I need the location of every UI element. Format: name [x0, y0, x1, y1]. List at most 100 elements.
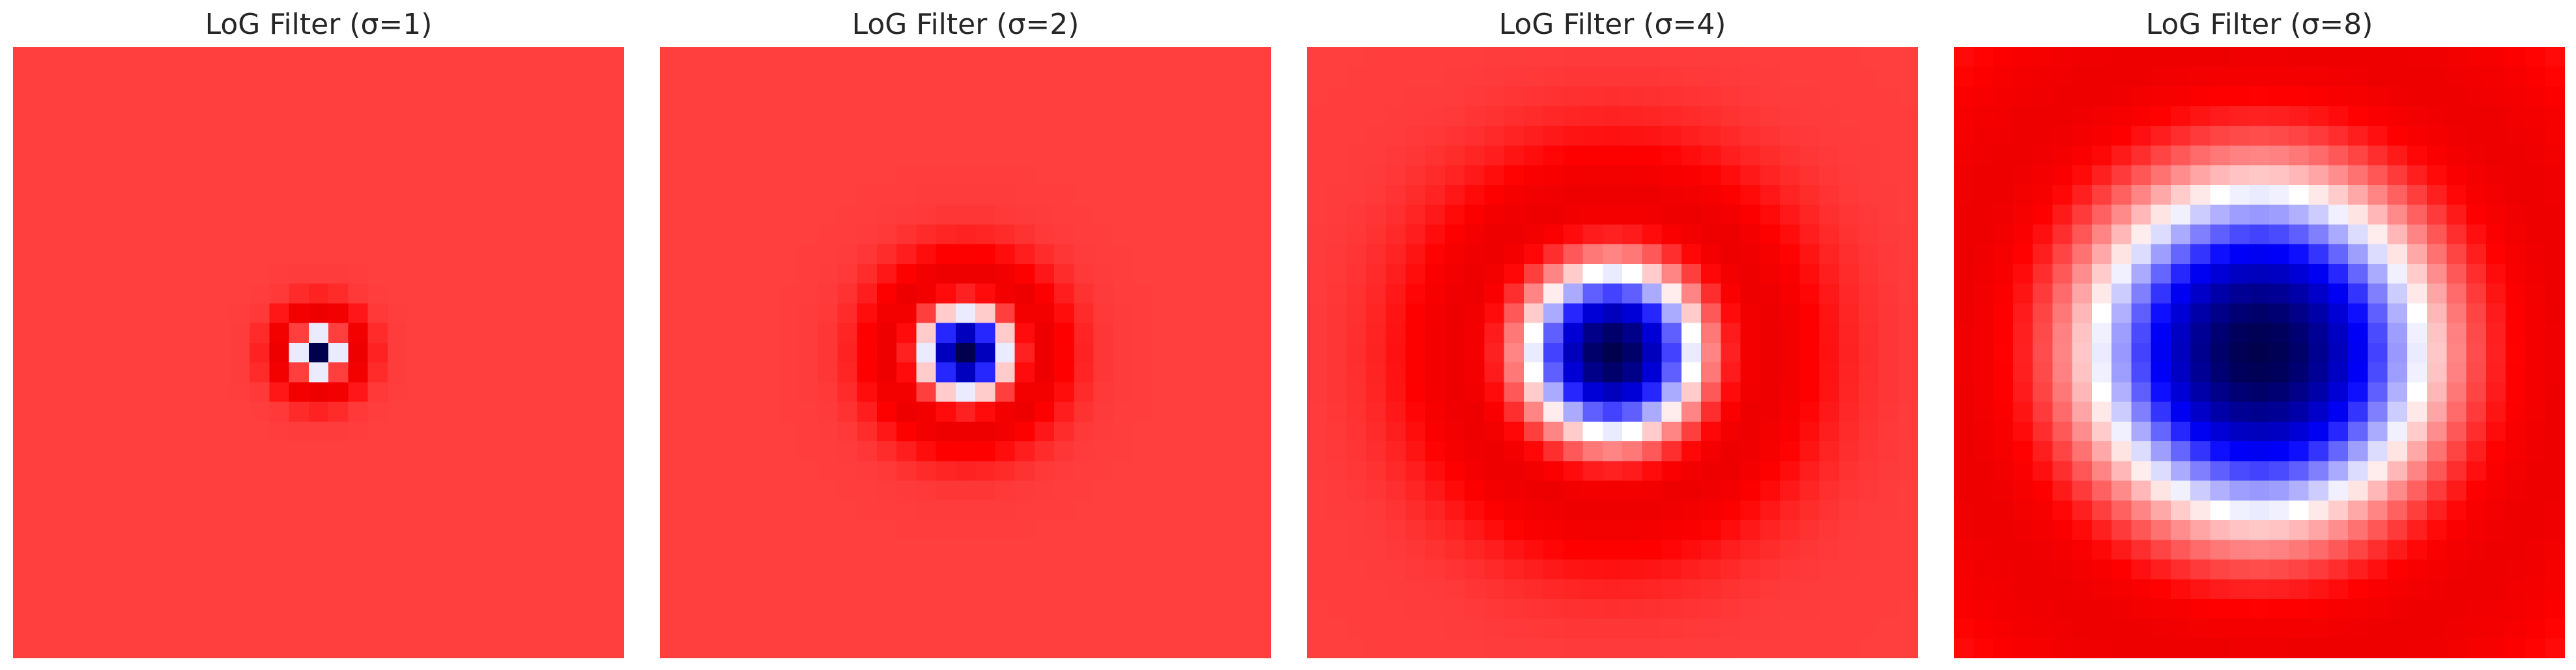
heatmap-cell	[13, 480, 33, 501]
heatmap-cell	[1152, 382, 1173, 403]
heatmap-cell	[150, 86, 171, 107]
heatmap-cell	[1054, 47, 1075, 67]
heatmap-cell	[1212, 421, 1233, 442]
heatmap-cell	[2151, 86, 2171, 107]
heatmap-cell	[1093, 126, 1114, 146]
heatmap-cell	[955, 382, 976, 403]
heatmap-cell	[2466, 461, 2487, 482]
heatmap-cell	[1799, 224, 1820, 245]
heatmap-cell	[1484, 342, 1505, 363]
heatmap-cell	[367, 145, 388, 166]
heatmap-cell	[1093, 461, 1114, 482]
heatmap-cell	[1133, 441, 1154, 462]
heatmap-cell	[506, 441, 526, 462]
heatmap-cell	[1231, 165, 1252, 186]
heatmap-cell	[1093, 362, 1114, 383]
heatmap-cell	[778, 263, 799, 284]
heatmap-cell	[1231, 382, 1252, 403]
heatmap-cell	[1054, 520, 1075, 541]
heatmap-cell	[2446, 441, 2467, 462]
heatmap-cell	[1839, 362, 1859, 383]
heatmap-cell	[210, 126, 231, 146]
heatmap-cell	[1622, 638, 1642, 658]
heatmap-cell	[896, 638, 917, 658]
heatmap-cell	[348, 205, 369, 225]
heatmap-cell	[739, 540, 759, 561]
heatmap-cell	[466, 362, 487, 383]
heatmap-cell	[1760, 303, 1781, 324]
heatmap-cell	[2506, 619, 2526, 639]
heatmap-cell	[1563, 500, 1584, 521]
heatmap-cell	[387, 284, 408, 304]
heatmap-cell	[111, 224, 132, 245]
heatmap-cell	[1152, 224, 1173, 245]
heatmap-cell	[2052, 421, 2073, 442]
heatmap-cell	[2091, 441, 2112, 462]
heatmap-cell	[1366, 342, 1386, 363]
heatmap-cell	[2308, 480, 2329, 501]
heatmap-cell	[1074, 303, 1095, 324]
heatmap-cell	[837, 480, 858, 501]
heatmap-cell	[1523, 599, 1544, 620]
heatmap-cell	[2012, 382, 2033, 403]
heatmap-cell	[2052, 66, 2073, 87]
heatmap-cell	[719, 284, 739, 304]
heatmap-cell	[250, 480, 270, 501]
heatmap-cell	[1799, 342, 1820, 363]
heatmap-cell	[466, 342, 487, 363]
heatmap-cell	[229, 382, 250, 403]
heatmap-cell	[1444, 224, 1465, 245]
heatmap-cell	[1839, 520, 1859, 541]
heatmap-cell	[1386, 540, 1406, 561]
heatmap-cell	[2387, 540, 2408, 561]
heatmap-cell	[1074, 47, 1095, 67]
heatmap-cell	[1661, 224, 1682, 245]
heatmap-cell	[584, 342, 605, 363]
heatmap-cell	[1386, 461, 1406, 482]
heatmap-cell	[407, 184, 428, 205]
heatmap-cell	[2387, 579, 2408, 600]
heatmap-cell	[1366, 47, 1386, 67]
heatmap-cell	[797, 619, 818, 639]
heatmap-cell	[2151, 284, 2171, 304]
heatmap-cell	[1425, 559, 1446, 580]
heatmap-cell	[1780, 599, 1801, 620]
heatmap-cell	[250, 86, 270, 107]
heatmap-cell	[446, 638, 467, 658]
heatmap-cell	[1133, 66, 1154, 87]
heatmap-cell	[545, 540, 565, 561]
heatmap-cell	[2052, 500, 2073, 521]
heatmap-cell	[2210, 480, 2231, 501]
heatmap-cell	[1622, 224, 1642, 245]
heatmap-cell	[1113, 540, 1134, 561]
heatmap-cell	[1133, 106, 1154, 126]
heatmap-cell	[1054, 303, 1075, 324]
heatmap-cell	[387, 224, 408, 245]
heatmap-cell	[308, 106, 329, 126]
heatmap-cell	[2190, 184, 2211, 205]
heatmap-cell	[2348, 342, 2369, 363]
heatmap-cell	[2328, 244, 2349, 265]
heatmap-cell	[739, 126, 759, 146]
heatmap-cell	[545, 323, 565, 343]
heatmap-cell	[506, 244, 526, 265]
heatmap-cell	[2308, 619, 2329, 639]
heatmap-cell	[1993, 184, 2014, 205]
heatmap-cell	[1386, 224, 1406, 245]
heatmap-cell	[1993, 579, 2014, 600]
heatmap-cell	[171, 106, 191, 126]
heatmap-cell	[72, 401, 93, 422]
heatmap-cell	[150, 303, 171, 324]
heatmap-cell	[2190, 342, 2211, 363]
heatmap-cell	[1973, 244, 1994, 265]
heatmap-cell	[1484, 579, 1505, 600]
heatmap-cell	[2052, 47, 2073, 67]
heatmap-cell	[210, 599, 231, 620]
heatmap-cell	[1192, 165, 1212, 186]
heatmap-cell	[1819, 382, 1840, 403]
heatmap-cell	[1973, 401, 1994, 422]
heatmap-cell	[1444, 480, 1465, 501]
heatmap-cell	[2269, 520, 2289, 541]
heatmap-cell	[2210, 284, 2231, 304]
heatmap-cell	[2151, 480, 2171, 501]
